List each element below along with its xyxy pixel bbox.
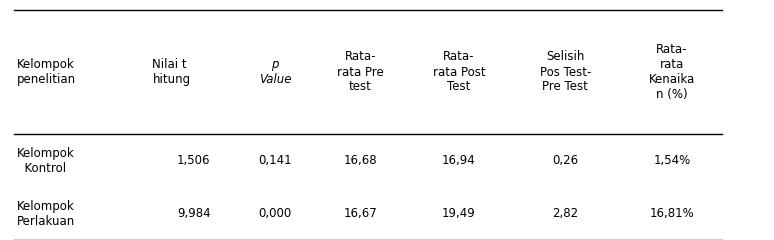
Text: Kelompok
  Kontrol: Kelompok Kontrol [17, 147, 75, 175]
Text: 0,26: 0,26 [553, 154, 578, 167]
Text: 16,67: 16,67 [344, 207, 377, 220]
Text: Rata-
rata Post
Test: Rata- rata Post Test [433, 50, 485, 94]
Text: 0,000: 0,000 [259, 207, 292, 220]
Text: 16,81%: 16,81% [649, 207, 694, 220]
Text: Kelompok
Perlakuan: Kelompok Perlakuan [17, 200, 75, 228]
Text: Kelompok
penelitian: Kelompok penelitian [17, 58, 76, 86]
Text: 1,54%: 1,54% [653, 154, 690, 167]
Text: p
Value: p Value [259, 58, 291, 86]
Text: 16,94: 16,94 [442, 154, 476, 167]
Text: 2,82: 2,82 [553, 207, 578, 220]
Text: Rata-
rata
Kenaika
n (%): Rata- rata Kenaika n (%) [649, 43, 695, 101]
Text: 9,984: 9,984 [177, 207, 211, 220]
Text: Nilai t
hitung: Nilai t hitung [152, 58, 190, 86]
Text: 0,141: 0,141 [259, 154, 292, 167]
Text: Rata-
rata Pre
test: Rata- rata Pre test [337, 50, 384, 94]
Text: 19,49: 19,49 [442, 207, 476, 220]
Text: 1,506: 1,506 [177, 154, 211, 167]
Text: 16,68: 16,68 [344, 154, 377, 167]
Text: Selisih
Pos Test-
Pre Test: Selisih Pos Test- Pre Test [539, 50, 591, 94]
